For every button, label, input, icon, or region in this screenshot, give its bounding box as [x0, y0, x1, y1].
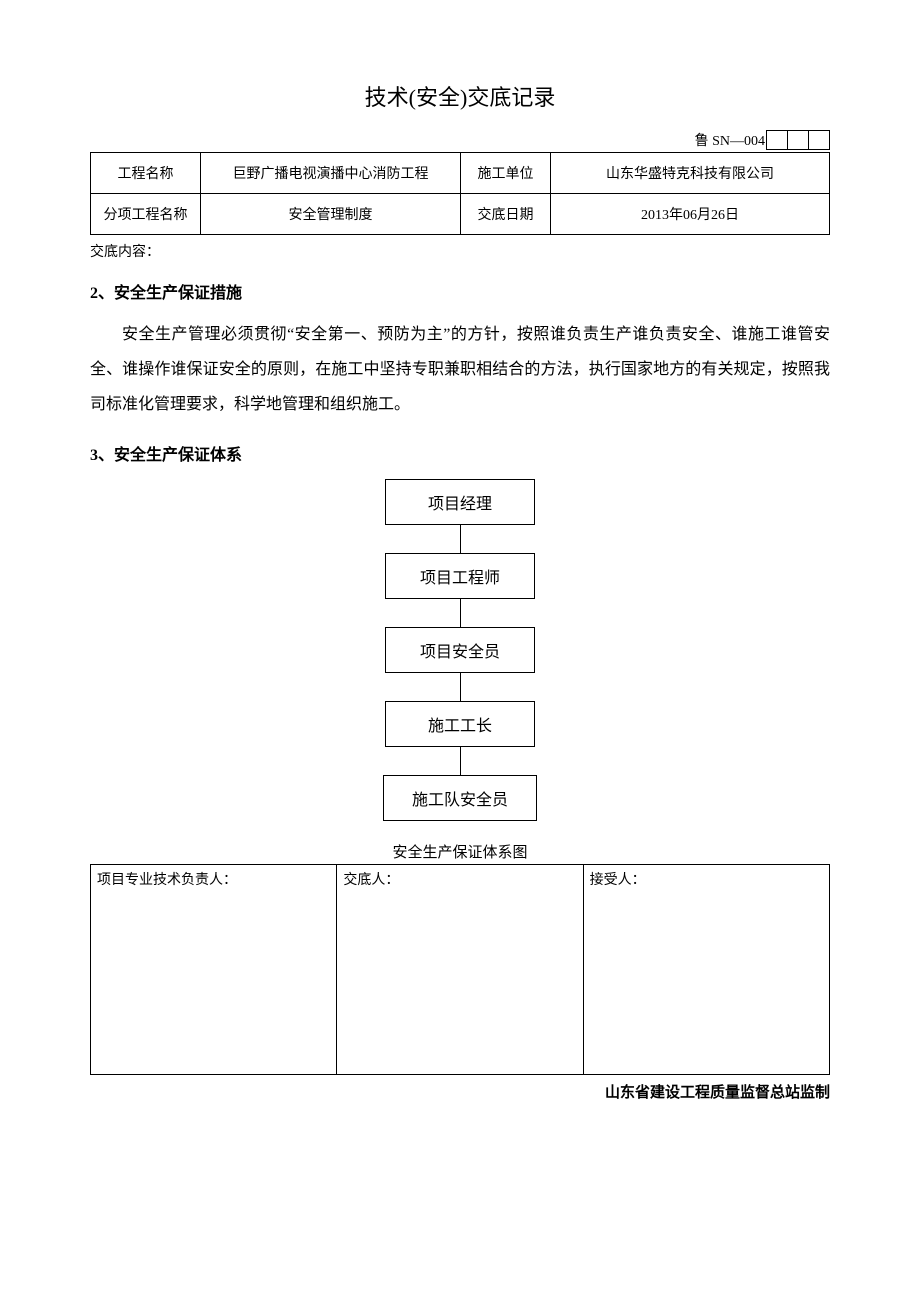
- flow-node-3: 项目安全员: [385, 627, 535, 673]
- content-label: 交底内容：: [90, 241, 830, 261]
- flowchart: 项目经理 项目工程师 项目安全员 施工工长 施工队安全员: [90, 479, 830, 821]
- flow-node-4: 施工工长: [385, 701, 535, 747]
- flow-node-1: 项目经理: [385, 479, 535, 525]
- flow-connector-4: [460, 747, 461, 775]
- header-table: 工程名称 巨野广播电视演播中心消防工程 施工单位 山东华盛特克科技有限公司 分项…: [90, 152, 830, 235]
- receiver-cell: 接受人：: [583, 864, 829, 1074]
- project-name-value-cell: 巨野广播电视演播中心消防工程: [201, 153, 461, 194]
- code-box-1: [766, 130, 788, 150]
- sub-project-value-cell: 安全管理制度: [201, 194, 461, 235]
- sub-project-label-cell: 分项工程名称: [91, 194, 201, 235]
- signoff-table: 项目专业技术负责人： 交底人： 接受人：: [90, 864, 830, 1075]
- signoff-row: 项目专业技术负责人： 交底人： 接受人：: [91, 864, 830, 1074]
- footer-note: 山东省建设工程质量监督总站监制: [90, 1081, 830, 1102]
- date-label-cell: 交底日期: [461, 194, 551, 235]
- document-code-label: 鲁 SN—004: [695, 130, 765, 150]
- flow-connector-2: [460, 599, 461, 627]
- header-row-2: 分项工程名称 安全管理制度 交底日期 2013年06月26日: [91, 194, 830, 235]
- document-title: 技术(安全)交底记录: [90, 80, 830, 112]
- unit-value-cell: 山东华盛特克科技有限公司: [551, 153, 830, 194]
- flow-connector-1: [460, 525, 461, 553]
- section-2-body: 安全生产管理必须贯彻“安全第一、预防为主”的方针，按照谁负责生产谁负责安全、谁施…: [90, 317, 830, 423]
- tech-lead-cell: 项目专业技术负责人：: [91, 864, 337, 1074]
- project-name-label-cell: 工程名称: [91, 153, 201, 194]
- section-3-heading: 3、安全生产保证体系: [90, 441, 830, 465]
- deliverer-cell: 交底人：: [337, 864, 583, 1074]
- document-code-row: 鲁 SN—004: [90, 130, 830, 150]
- flowchart-caption: 安全生产保证体系图: [90, 841, 830, 862]
- section-2-heading: 2、安全生产保证措施: [90, 279, 830, 303]
- unit-label-cell: 施工单位: [461, 153, 551, 194]
- flow-connector-3: [460, 673, 461, 701]
- code-box-2: [787, 130, 809, 150]
- flow-node-2: 项目工程师: [385, 553, 535, 599]
- code-box-3: [808, 130, 830, 150]
- date-value-cell: 2013年06月26日: [551, 194, 830, 235]
- flow-node-5: 施工队安全员: [383, 775, 537, 821]
- header-row-1: 工程名称 巨野广播电视演播中心消防工程 施工单位 山东华盛特克科技有限公司: [91, 153, 830, 194]
